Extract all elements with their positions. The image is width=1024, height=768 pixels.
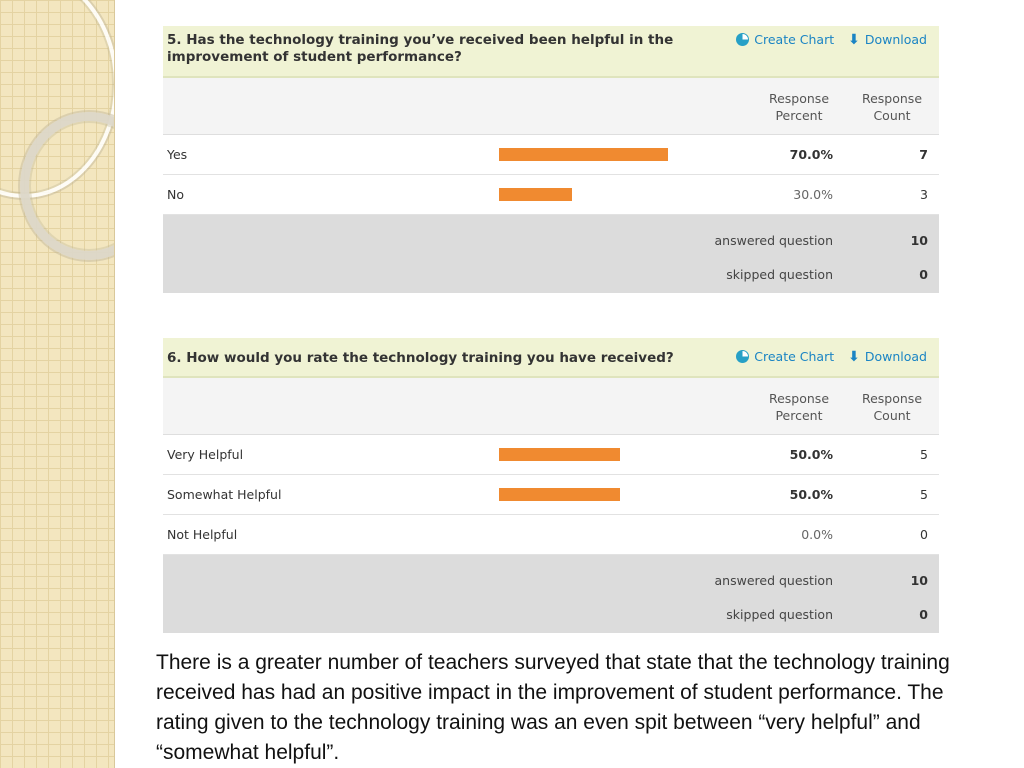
- question-6-panel: 6. How would you rate the technology tra…: [163, 338, 939, 633]
- answered-question-count: 10: [910, 233, 928, 248]
- response-count-header: Response Count: [861, 391, 923, 423]
- answered-question-label: answered question: [714, 573, 833, 588]
- response-percent: 50.0%: [789, 447, 833, 462]
- create-chart-button[interactable]: Create Chart: [736, 349, 834, 364]
- answer-label: Somewhat Helpful: [167, 487, 282, 502]
- question-header: 5. Has the technology training you’ve re…: [163, 26, 939, 78]
- skipped-question-label: skipped question: [726, 607, 833, 622]
- answer-row: Not Helpful 0.0% 0: [163, 515, 939, 555]
- answer-label: No: [167, 187, 184, 202]
- skipped-question-count: 0: [919, 267, 928, 282]
- decorative-side-strip: [0, 0, 115, 768]
- question-text: 5. Has the technology training you’ve re…: [167, 32, 674, 65]
- answer-row: Somewhat Helpful 50.0% 5: [163, 475, 939, 515]
- question-5-panel: 5. Has the technology training you’ve re…: [163, 26, 939, 293]
- response-percent-header: Response Percent: [768, 91, 830, 123]
- summary-block: answered question 10 skipped question 0: [163, 215, 939, 293]
- pie-chart-icon: [736, 33, 750, 46]
- answer-row: No 30.0% 3: [163, 175, 939, 215]
- response-percent: 70.0%: [789, 147, 833, 162]
- answer-label: Yes: [167, 147, 188, 162]
- summary-block: answered question 10 skipped question 0: [163, 555, 939, 633]
- response-count: 5: [920, 447, 928, 462]
- question-header: 6. How would you rate the technology tra…: [163, 338, 939, 378]
- response-count: 0: [920, 527, 928, 542]
- response-percent: 0.0%: [801, 527, 833, 542]
- create-chart-label: Create Chart: [754, 349, 835, 364]
- download-arrow-icon: ⬇: [848, 31, 860, 48]
- question-text: 6. How would you rate the technology tra…: [167, 350, 674, 366]
- download-label: Download: [864, 349, 927, 364]
- column-headers: Response Percent Response Count: [163, 378, 939, 435]
- answer-label: Not Helpful: [167, 527, 238, 542]
- download-label: Download: [864, 32, 927, 47]
- response-count: 3: [920, 187, 928, 202]
- column-headers: Response Percent Response Count: [163, 78, 939, 135]
- download-button[interactable]: ⬇ Download: [848, 349, 927, 364]
- response-percent-header: Response Percent: [768, 391, 830, 423]
- response-count: 5: [920, 487, 928, 502]
- answer-label: Very Helpful: [167, 447, 244, 462]
- percent-bar: [499, 488, 620, 501]
- response-count: 7: [919, 147, 928, 162]
- answer-row: Yes 70.0% 7: [163, 135, 939, 175]
- percent-bar: [499, 148, 669, 161]
- response-percent: 50.0%: [789, 487, 833, 502]
- create-chart-button[interactable]: Create Chart: [736, 32, 834, 47]
- slide-caption: There is a greater number of teachers su…: [156, 651, 950, 764]
- percent-bar: [499, 188, 572, 201]
- download-button[interactable]: ⬇ Download: [848, 32, 927, 47]
- percent-bar: [499, 448, 620, 461]
- download-arrow-icon: ⬇: [848, 348, 860, 365]
- answered-question-label: answered question: [714, 233, 833, 248]
- answer-row: Very Helpful 50.0% 5: [163, 435, 939, 475]
- pie-chart-icon: [736, 350, 750, 363]
- response-count-header: Response Count: [861, 91, 923, 123]
- skipped-question-label: skipped question: [726, 267, 833, 282]
- question-actions: Create Chart ⬇ Download: [736, 32, 927, 47]
- skipped-question-count: 0: [919, 607, 928, 622]
- question-actions: Create Chart ⬇ Download: [736, 349, 927, 364]
- response-percent: 30.0%: [793, 187, 833, 202]
- create-chart-label: Create Chart: [754, 32, 835, 47]
- answered-question-count: 10: [910, 573, 928, 588]
- decorative-ring: [20, 112, 114, 260]
